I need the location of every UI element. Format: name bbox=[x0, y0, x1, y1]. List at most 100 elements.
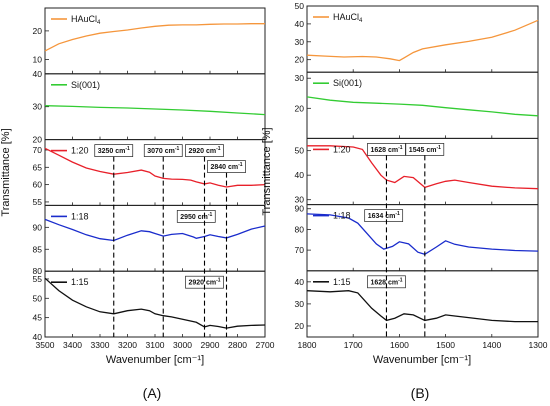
subplot-3: 70 80 90 1:18 1634 cm-1 bbox=[295, 204, 539, 272]
annotation-superscript: -1 bbox=[216, 146, 221, 152]
legend-label: 1:20 bbox=[333, 144, 351, 154]
annotation-text: 2950 cm bbox=[180, 214, 208, 221]
y-tick-label: 40 bbox=[295, 170, 305, 180]
annotation-text: 3070 cm bbox=[147, 148, 175, 155]
legend-subscript: 4 bbox=[359, 18, 363, 24]
y-tick-label: 70 bbox=[295, 245, 305, 255]
x-tick-label: 2800 bbox=[228, 340, 247, 350]
x-tick-label: 1400 bbox=[482, 340, 501, 350]
y-tick-label: 45 bbox=[33, 313, 43, 323]
subplot-1: 20 30 Si(001) bbox=[295, 71, 539, 139]
legend-text: HAuCl bbox=[71, 14, 97, 24]
series-line bbox=[306, 19, 539, 62]
y-tick-label: 40 bbox=[295, 19, 305, 29]
annotation-superscript: -1 bbox=[125, 146, 130, 152]
annotation-label: 2840 cm-1 bbox=[211, 162, 243, 171]
legend-label: HAuCl4 bbox=[71, 14, 101, 26]
annotation-superscript: -1 bbox=[398, 277, 403, 283]
x-axis-label: Wavenumber [cm⁻¹] bbox=[106, 354, 204, 366]
y-axis-label: Transmittance [%] bbox=[0, 128, 12, 216]
series-line bbox=[44, 23, 265, 52]
subplot-0: 20 30 40 50 HAuCl4 bbox=[295, 1, 539, 73]
annotation-label: 2920 cm-1 bbox=[189, 146, 221, 155]
annotation-superscript: -1 bbox=[238, 162, 243, 168]
series-line bbox=[44, 147, 266, 188]
annotation-label: 1628 cm-1 bbox=[370, 145, 402, 154]
x-tick-label: 3100 bbox=[146, 340, 165, 350]
y-tick-label: 50 bbox=[33, 293, 43, 303]
series-line bbox=[44, 277, 266, 329]
annotation-superscript: -1 bbox=[395, 211, 400, 217]
annotation-superscript: -1 bbox=[436, 145, 441, 151]
annotation-text: 2840 cm bbox=[211, 164, 239, 171]
subplot-0: 10 20 HAuCl4 bbox=[33, 7, 266, 75]
y-tick-label: 65 bbox=[33, 162, 43, 172]
y-tick-label: 55 bbox=[33, 274, 43, 284]
legend-label: 1:18 bbox=[333, 211, 351, 221]
annotation-text: 1634 cm bbox=[368, 213, 396, 220]
y-tick-label: 90 bbox=[295, 204, 305, 214]
annotation-label: 2920 cm-1 bbox=[189, 278, 221, 287]
y-tick-label: 40 bbox=[33, 332, 43, 342]
x-tick-label: 1300 bbox=[529, 340, 548, 350]
annotation-text: 1628 cm bbox=[370, 147, 398, 154]
legend-text: 1:18 bbox=[333, 211, 351, 221]
annotation-text: 3250 cm bbox=[98, 148, 126, 155]
legend-label: 1:15 bbox=[333, 277, 351, 287]
legend-label: Si(001) bbox=[71, 80, 100, 90]
annotation-text: 2920 cm bbox=[189, 280, 217, 287]
annotation-box bbox=[364, 209, 404, 222]
y-tick-label: 20 bbox=[295, 55, 305, 65]
legend-text: 1:20 bbox=[71, 146, 89, 156]
y-tick-label: 85 bbox=[33, 244, 43, 254]
y-tick-label: 30 bbox=[295, 195, 305, 205]
x-tick-label: 2900 bbox=[201, 340, 220, 350]
series-line bbox=[306, 96, 539, 117]
y-tick-label: 10 bbox=[33, 54, 43, 64]
series-line bbox=[306, 290, 538, 323]
x-tick-label: 1800 bbox=[298, 340, 317, 350]
chart-panel-0: 10 20 HAuCl4 20 30 40 Si(001) 55 60 65 70 1:20 3250 … bbox=[0, 7, 275, 401]
x-axis-label: Wavenumber [cm⁻¹] bbox=[373, 354, 471, 366]
y-tick-label: 90 bbox=[33, 222, 43, 232]
chart-panel-1: 20 30 40 50 HAuCl4 20 30 Si(001) 30 40 50 1:20 1628 … bbox=[261, 1, 548, 401]
y-tick-label: 40 bbox=[295, 277, 305, 287]
annotation-superscript: -1 bbox=[175, 146, 180, 152]
legend-text: 1:20 bbox=[333, 144, 351, 154]
y-tick-label: 20 bbox=[295, 103, 305, 113]
y-tick-label: 50 bbox=[295, 1, 305, 11]
y-tick-label: 80 bbox=[33, 266, 43, 276]
y-tick-label: 30 bbox=[295, 299, 305, 309]
annotation-text: 1628 cm bbox=[370, 279, 398, 286]
x-tick-label: 3000 bbox=[173, 340, 192, 350]
annotation-superscript: -1 bbox=[208, 212, 213, 218]
y-tick-label: 30 bbox=[33, 102, 43, 112]
annotation-box bbox=[176, 210, 216, 223]
subplot-4: 20 30 40 1:15 1628 cm-1 bbox=[295, 270, 539, 338]
legend-label: 1:20 bbox=[71, 146, 89, 156]
series-line bbox=[306, 213, 539, 256]
legend-text: Si(001) bbox=[333, 78, 362, 88]
annotation-text: 1545 cm bbox=[409, 147, 437, 154]
x-tick-label: 1500 bbox=[436, 340, 455, 350]
legend-text: HAuCl bbox=[333, 12, 359, 22]
x-tick-label: 3300 bbox=[91, 340, 110, 350]
legend-text: 1:18 bbox=[71, 211, 89, 221]
annotation-label: 3250 cm-1 bbox=[98, 146, 130, 155]
legend-text: 1:15 bbox=[71, 277, 89, 287]
y-tick-label: 20 bbox=[295, 321, 305, 331]
y-tick-label: 30 bbox=[295, 37, 305, 47]
y-tick-label: 20 bbox=[33, 135, 43, 145]
legend-label: 1:15 bbox=[71, 277, 89, 287]
x-tick-label: 3200 bbox=[118, 340, 137, 350]
annotation-label: 3070 cm-1 bbox=[147, 146, 179, 155]
y-tick-label: 40 bbox=[33, 69, 43, 79]
x-tick-label: 2700 bbox=[256, 340, 275, 350]
legend-subscript: 4 bbox=[97, 20, 101, 26]
annotation-superscript: -1 bbox=[216, 278, 221, 284]
y-axis-label: Transmittance [%] bbox=[261, 127, 273, 215]
legend-text: 1:15 bbox=[333, 277, 351, 287]
x-tick-label: 1600 bbox=[390, 340, 409, 350]
